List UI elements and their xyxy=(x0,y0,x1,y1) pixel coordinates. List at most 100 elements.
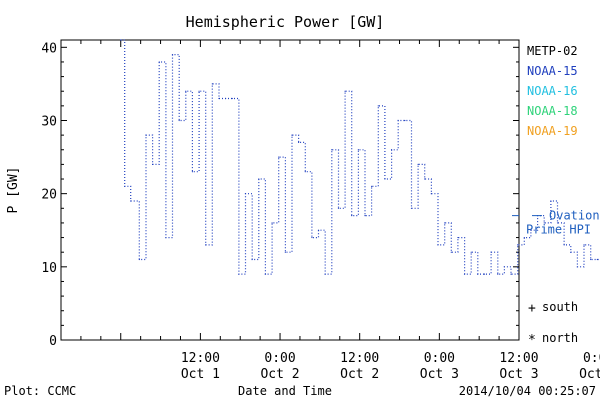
y-tick-label-0: 0 xyxy=(49,334,57,349)
y-axis-ticks: 0 10 20 30 40 xyxy=(41,41,519,349)
plot-timestamp: 2014/10/04 00:25:07 xyxy=(459,384,596,398)
data-point xyxy=(130,200,132,202)
data-point xyxy=(124,185,126,187)
x-tick-time-4: 12:00 xyxy=(499,351,538,366)
north-marker-label: north xyxy=(542,331,578,345)
x-tick-time-2: 12:00 xyxy=(340,351,379,366)
data-point xyxy=(158,61,160,63)
data-point xyxy=(304,171,306,173)
data-point xyxy=(517,244,519,246)
data-point xyxy=(145,134,147,136)
series-line-noaa-15 xyxy=(120,39,600,275)
data-point xyxy=(205,244,207,246)
data-point xyxy=(397,119,399,122)
data-point xyxy=(225,97,227,100)
x-axis-label: Date and Time xyxy=(238,384,332,398)
data-point xyxy=(444,222,446,224)
plot-frame xyxy=(60,39,520,341)
x-tick-date-2: Oct 2 xyxy=(340,367,379,382)
data-point xyxy=(424,178,426,180)
data-point xyxy=(390,149,393,151)
data-point xyxy=(483,273,486,275)
data-point xyxy=(371,185,373,187)
data-point xyxy=(311,236,313,239)
x-tick-time-5: 0:00 xyxy=(583,351,600,366)
legend: METP-02 NOAA-15 NOAA-16 NOAA-18 NOAA-19 xyxy=(527,44,578,138)
data-point xyxy=(244,193,247,195)
x-tick-date-3: Oct 3 xyxy=(420,367,459,382)
data-point xyxy=(556,222,559,224)
reference-label-line2: Prime HPI xyxy=(526,223,591,237)
data-point xyxy=(384,178,386,180)
reference-indicator: Ovation Prime HPI xyxy=(512,209,600,237)
x-tick-date-4: Oct 3 xyxy=(499,367,538,382)
x-tick-date-1: Oct 2 xyxy=(260,367,299,382)
data-point xyxy=(165,236,167,239)
data-point xyxy=(298,141,300,144)
data-point xyxy=(357,149,359,151)
data-point xyxy=(510,273,512,275)
plot-credit: Plot: CCMC xyxy=(4,384,76,398)
y-tick-label-1: 10 xyxy=(41,261,57,276)
data-point xyxy=(231,97,233,100)
data-point xyxy=(497,273,499,275)
legend-entry-noaa-18: NOAA-18 xyxy=(527,104,578,118)
data-point xyxy=(238,273,240,275)
data-point xyxy=(490,251,492,253)
data-point xyxy=(530,229,532,231)
y-tick-label-4: 40 xyxy=(41,41,57,56)
data-point xyxy=(430,193,432,195)
data-point xyxy=(291,134,293,136)
data-point xyxy=(271,222,273,224)
chart-title: Hemispheric Power [GW] xyxy=(186,13,385,31)
data-point xyxy=(477,273,479,275)
north-marker-symbol: * xyxy=(528,333,536,348)
data-point xyxy=(264,273,267,275)
south-marker-label: south xyxy=(542,300,578,314)
south-marker-symbol: + xyxy=(528,301,536,316)
data-point xyxy=(596,258,598,261)
y-tick-label-2: 20 xyxy=(41,188,57,203)
legend-entry-metp-02: METP-02 xyxy=(527,44,578,58)
x-tick-date-5: Oct 4 xyxy=(579,367,600,382)
data-point xyxy=(317,229,320,231)
data-point xyxy=(503,266,505,268)
data-point xyxy=(470,251,472,253)
data-point xyxy=(218,97,220,100)
data-point xyxy=(178,119,180,122)
data-point xyxy=(152,163,154,165)
data-point xyxy=(171,54,174,56)
data-point xyxy=(191,171,194,173)
data-point xyxy=(324,273,326,275)
data-point xyxy=(437,244,439,246)
y-axis-label: P [GW] xyxy=(6,167,21,214)
data-point xyxy=(576,266,579,268)
data-point xyxy=(417,163,419,165)
reference-label-line1: Ovation xyxy=(549,209,600,223)
data-point xyxy=(523,236,525,239)
data-point xyxy=(331,149,333,151)
data-point xyxy=(185,90,187,92)
data-point xyxy=(550,200,552,202)
data-point xyxy=(450,251,452,253)
data-point xyxy=(583,244,585,246)
data-point xyxy=(278,156,280,158)
x-tick-time-1: 0:00 xyxy=(264,351,295,366)
data-point xyxy=(377,105,379,107)
data-point xyxy=(120,39,122,41)
data-point xyxy=(570,251,572,253)
data-point xyxy=(337,207,340,209)
legend-entry-noaa-19: NOAA-19 xyxy=(527,124,578,138)
x-tick-time-0: 12:00 xyxy=(181,351,220,366)
y-tick-label-3: 30 xyxy=(41,114,57,129)
data-point xyxy=(410,207,413,209)
data-point xyxy=(138,258,140,261)
hemisphere-markers: + south * north xyxy=(528,300,578,348)
data-point xyxy=(211,83,213,85)
data-point xyxy=(543,222,545,224)
legend-entry-noaa-15: NOAA-15 xyxy=(527,64,578,78)
data-point xyxy=(251,258,253,261)
x-tick-date-0: Oct 1 xyxy=(181,367,220,382)
